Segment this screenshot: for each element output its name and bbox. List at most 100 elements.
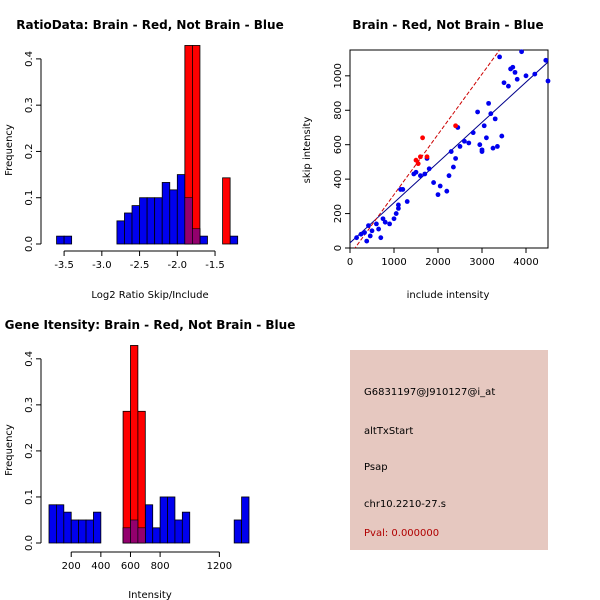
ratio-y-tick-label: 0.4 (24, 51, 35, 67)
scatter-point-not-brain (532, 71, 538, 77)
ratio-bar-not-brain (176, 174, 186, 245)
scatter-point-not-brain (446, 173, 452, 179)
scatter-point-not-brain (466, 140, 472, 146)
intensity-scatter-plot: Brain - Red, Not Brain - Blue include in… (302, 18, 551, 301)
ratio-bar-not-brain (63, 235, 73, 245)
scatter-point-not-brain (497, 54, 502, 60)
scatter-x-axis-label: include intensity (407, 290, 490, 301)
scatter-point-not-brain (435, 192, 441, 198)
ratio-bar-not-brain (56, 235, 65, 245)
scatter-point-not-brain (418, 173, 423, 179)
scatter-point-not-brain (380, 216, 386, 222)
intensity-x-tick-label: 600 (121, 561, 140, 572)
intensity-y-tick-label: 0.2 (24, 443, 35, 459)
ratio-x-tick-label: -3.0 (92, 260, 112, 271)
scatter-point-not-brain (486, 100, 491, 106)
ratio-bar-not-brain (124, 212, 133, 245)
intensity-bar-not-brain (181, 511, 191, 544)
intensity-bar-not-brain (144, 504, 154, 544)
scatter-x-tick-label: 0 (347, 257, 353, 268)
scatter-point-not-brain (484, 135, 489, 141)
scatter-x-tick-label: 1000 (381, 257, 406, 268)
ratio-y-axis-label: Frequency (4, 124, 15, 176)
ratio-y-tick-label: 0.1 (24, 190, 35, 206)
ratio-x-tick-label: -3.5 (54, 260, 74, 271)
scatter-point-not-brain (499, 133, 505, 139)
probe-id-text: G6831197@J910127@i_at (364, 387, 495, 398)
scatter-x-tick-label: 2000 (425, 257, 450, 268)
scatter-point-not-brain (391, 216, 397, 222)
intensity-bar-not-brain (93, 511, 102, 544)
intensity-bar-overlap (122, 527, 131, 544)
scatter-point-not-brain (543, 57, 549, 63)
scatter-point-not-brain (495, 144, 500, 149)
intensity-bar-not-brain (241, 496, 250, 544)
scatter-point-not-brain (477, 142, 483, 148)
ratio-x-axis-label: Log2 Ratio Skip/Include (91, 290, 208, 301)
scatter-point-not-brain (431, 180, 436, 185)
scatter-point-brain (413, 157, 419, 163)
intensity-bar-not-brain (56, 504, 65, 544)
intensity-bar-not-brain (85, 519, 94, 544)
info-panel-background (350, 350, 548, 550)
ratio-bar-not-brain (161, 182, 171, 245)
scatter-point-not-brain (492, 116, 498, 122)
event-type-text: altTxStart (364, 426, 413, 437)
scatter-point-brain (420, 135, 425, 141)
intensity-bar-not-brain (48, 504, 57, 544)
scatter-y-tick-label: 200 (333, 204, 344, 223)
scatter-point-not-brain (451, 164, 456, 170)
scatter-point-not-brain (374, 221, 379, 227)
scatter-point-not-brain (367, 233, 373, 239)
scatter-y-tick-label: 400 (333, 170, 344, 189)
intensity-bar-not-brain (233, 519, 242, 544)
scatter-point-brain (418, 154, 423, 160)
scatter-point-not-brain (475, 109, 480, 115)
intensity-bar-overlap (137, 527, 146, 544)
scatter-point-not-brain (382, 219, 388, 225)
scatter-point-not-brain (422, 171, 428, 177)
location-text: chr10.2210-27.s (364, 499, 446, 510)
scatter-point-not-brain (457, 144, 463, 149)
ratio-bar-overlap (192, 228, 201, 245)
ratio-x-tick-label: -2.0 (168, 260, 188, 271)
intensity-bar-brain (130, 345, 139, 544)
scatter-point-not-brain (396, 206, 401, 211)
scatter-point-not-brain (369, 228, 375, 234)
intensity-chart-title: Gene Itensity: Brain - Red, Not Brain - … (5, 318, 296, 332)
ratio-y-tick-label: 0.0 (24, 236, 35, 252)
scatter-x-tick-label: 3000 (469, 257, 494, 268)
ratio-y-tick-label: 0.2 (24, 143, 35, 159)
ratio-bar-not-brain (169, 189, 178, 245)
scatter-point-not-brain (413, 169, 419, 175)
scatter-point-not-brain (396, 202, 401, 208)
intensity-y-tick-label: 0.1 (24, 489, 35, 505)
scatter-point-not-brain (376, 226, 381, 232)
intensity-bar-not-brain (174, 519, 183, 544)
info-panel: G6831197@J910127@i_at altTxStart Psap ch… (350, 350, 548, 550)
scatter-point-not-brain (488, 111, 494, 117)
scatter-point-not-brain (387, 221, 392, 227)
scatter-point-not-brain (510, 64, 516, 70)
intensity-bar-not-brain (78, 519, 87, 544)
scatter-point-not-brain (470, 130, 476, 136)
scatter-plot-frame (349, 49, 549, 249)
brain-regression-line (354, 50, 501, 248)
ratio-bar-not-brain (199, 235, 208, 245)
scatter-point-not-brain (490, 145, 496, 151)
intensity-y-tick-label: 0.3 (24, 397, 35, 413)
scatter-point-not-brain (448, 149, 454, 154)
scatter-point-not-brain (545, 78, 551, 84)
ratio-bar-not-brain (131, 205, 140, 245)
scatter-chart-title: Brain - Red, Not Brain - Blue (352, 18, 543, 32)
intensity-y-axis-label: Frequency (4, 424, 15, 476)
scatter-y-tick-label: 600 (333, 135, 344, 154)
intensity-bar-not-brain (152, 527, 161, 544)
ratio-x-tick-label: -2.5 (130, 260, 150, 271)
scatter-point-brain (453, 123, 458, 129)
intensity-bar-overlap (130, 519, 139, 544)
ratio-bar-not-brain (229, 235, 239, 245)
gene-name-text: Psap (364, 462, 388, 473)
intensity-x-tick-label: 400 (91, 561, 110, 572)
ratio-bar-brain (222, 177, 231, 245)
